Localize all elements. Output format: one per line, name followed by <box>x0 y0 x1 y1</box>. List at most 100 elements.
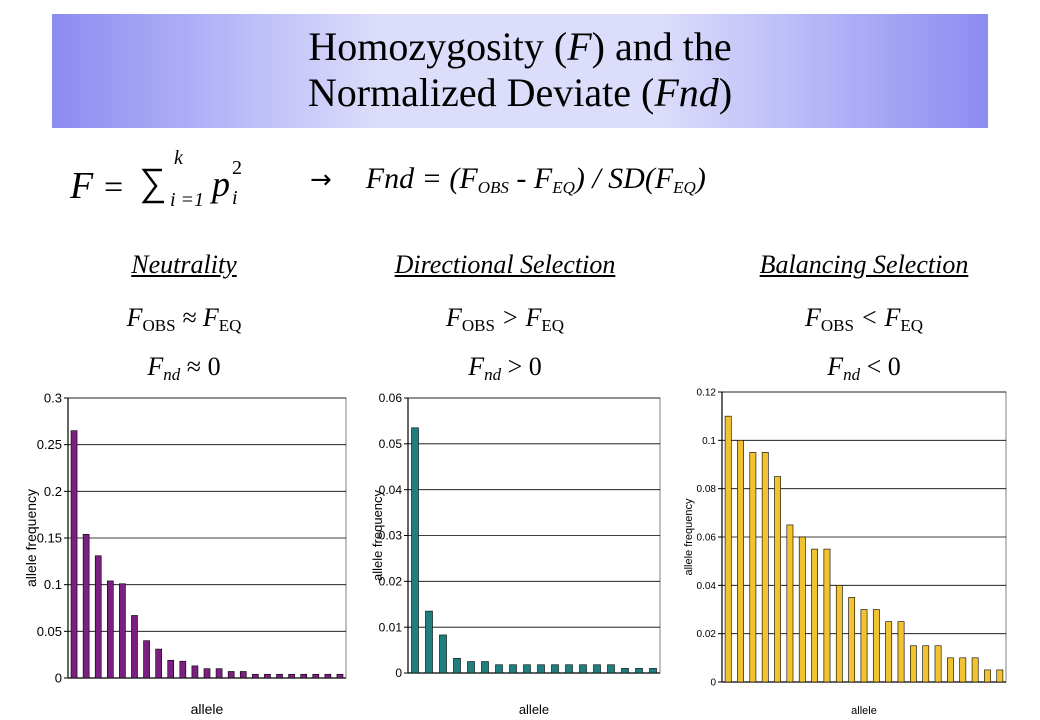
y-tick-label: 0 <box>395 666 402 680</box>
y-tick-label: 0.1 <box>702 436 716 447</box>
bar <box>239 671 247 679</box>
fnd-neutrality: Fnd ≈ 0 <box>147 352 221 384</box>
bar <box>593 664 601 674</box>
bar <box>607 664 615 674</box>
bar <box>786 524 794 683</box>
bar <box>106 580 114 679</box>
bar <box>885 621 893 683</box>
y-tick-label: 0.03 <box>379 529 403 543</box>
y-tick-label: 0.05 <box>37 624 62 639</box>
bar <box>922 645 930 683</box>
bar <box>167 659 175 679</box>
y-tick-label: 0.3 <box>44 391 62 406</box>
bar <box>984 669 991 683</box>
title-line-2: Normalized Deviate (Fnd) <box>307 70 733 115</box>
bar <box>537 664 545 674</box>
bar <box>749 452 757 683</box>
bar <box>411 427 419 674</box>
sigma-icon <box>141 168 164 204</box>
bar <box>264 673 271 679</box>
bar <box>848 597 856 683</box>
y-tick-label: 0.2 <box>44 484 62 499</box>
sum-lower-limit: i =1 <box>170 189 204 211</box>
bar <box>70 430 78 679</box>
formula-term: p <box>209 164 230 204</box>
formula-lhs: F <box>70 165 94 207</box>
bar <box>119 583 126 679</box>
y-tick-label: 0.01 <box>379 620 403 634</box>
bar <box>621 668 629 674</box>
fnd-formula: → Fnd = (FOBS - FEQ) / SD(FEQ) <box>310 162 706 197</box>
bar <box>155 648 162 679</box>
bar <box>252 673 259 679</box>
bar <box>551 664 559 674</box>
bar <box>798 536 806 683</box>
title-banner: Homozygosity (F) and the Normalized Devi… <box>52 14 988 128</box>
fnd-directional: Fnd > 0 <box>468 352 542 384</box>
y-tick-label: 0 <box>710 678 716 689</box>
bar <box>131 615 138 679</box>
bar <box>143 640 150 679</box>
bar <box>509 664 517 674</box>
y-axis-label: allele frequency <box>370 489 385 581</box>
homozygosity-formula: F = k i =1 p i 2 <box>70 147 242 211</box>
y-tick-label: 0.12 <box>697 388 717 399</box>
relation-neutrality: FOBS ≈ FEQ <box>126 303 242 335</box>
sum-upper-limit: k <box>174 147 184 169</box>
bar <box>523 664 531 674</box>
y-tick-label: 0 <box>55 671 62 686</box>
x-axis-label: allele <box>851 705 877 717</box>
bar <box>811 548 818 683</box>
bar <box>82 533 90 679</box>
bar <box>635 668 643 674</box>
formula-term-sup: 2 <box>232 157 242 179</box>
y-tick-label: 0.08 <box>697 484 717 495</box>
formula-term-sub: i <box>232 187 238 209</box>
bar <box>227 671 235 679</box>
bar <box>872 609 880 683</box>
bar <box>774 476 781 683</box>
fnd-balancing: Fnd < 0 <box>827 352 901 384</box>
x-axis-label: allele <box>519 702 549 717</box>
bar <box>897 621 905 683</box>
bar <box>959 657 967 683</box>
heading-balancing-selection: Balancing Selection <box>759 250 969 279</box>
bar <box>495 664 503 674</box>
bar <box>179 660 187 679</box>
bar <box>467 661 475 674</box>
formula-equals: = <box>104 169 123 206</box>
y-axis-label: allele frequency <box>23 489 39 587</box>
bar <box>215 668 223 679</box>
bar <box>823 548 831 683</box>
y-tick-label: 0.1 <box>44 577 62 592</box>
relation-balancing: FOBS < FEQ <box>804 303 924 335</box>
y-tick-label: 0.06 <box>697 533 717 544</box>
x-axis-label: allele <box>191 701 224 717</box>
y-tick-label: 0.04 <box>697 581 717 592</box>
bar <box>336 673 344 679</box>
chart-directional-selection: 0 0.01 0.02 0.03 0.04 0.05 0.06 allele allele fr… <box>370 391 661 717</box>
bar <box>835 585 843 683</box>
y-tick-label: 0.06 <box>379 391 403 405</box>
bar <box>761 452 769 683</box>
bar <box>288 673 295 679</box>
y-tick-label: 0.25 <box>37 437 62 452</box>
heading-neutrality: Neutrality <box>131 250 237 279</box>
bar <box>203 668 211 679</box>
y-tick-label: 0.02 <box>379 575 403 589</box>
y-tick-label: 0.05 <box>379 437 403 451</box>
bar <box>724 415 732 683</box>
bar <box>565 664 573 674</box>
bar <box>737 440 744 683</box>
bar <box>934 645 942 683</box>
bar <box>649 668 657 674</box>
bar <box>971 657 979 683</box>
bar <box>324 673 332 679</box>
arrow-right-icon: → <box>310 165 332 195</box>
relation-directional: FOBS > FEQ <box>445 303 565 335</box>
chart-balancing-selection: 0 0.02 0.04 0.06 0.08 0.1 0.12 allele allele fre… <box>683 388 1007 717</box>
y-tick-label: 0.02 <box>697 629 717 640</box>
y-tick-label: 0.04 <box>379 483 403 497</box>
bar <box>579 664 587 674</box>
bar <box>996 669 1004 683</box>
